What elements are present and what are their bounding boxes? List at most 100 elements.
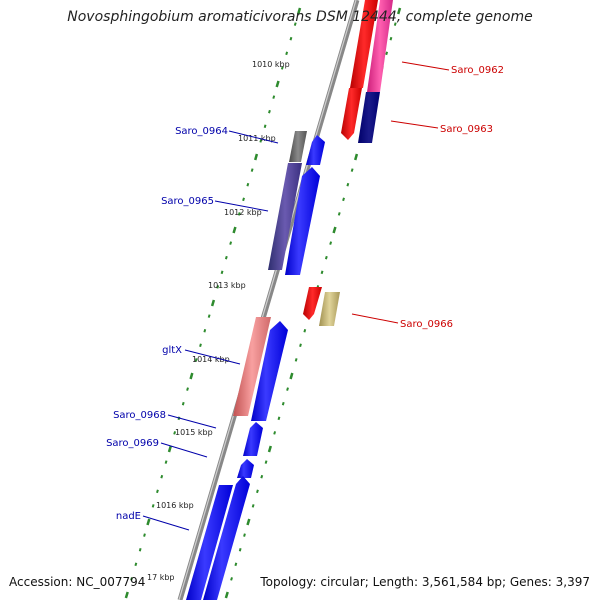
tick-mark <box>297 7 302 15</box>
leader-line <box>390 120 439 129</box>
tick-mark <box>259 139 263 143</box>
tick-mark <box>164 460 168 464</box>
leader-line <box>214 200 269 212</box>
gene-arrow-saro0965[interactable] <box>285 167 320 275</box>
leader-line <box>184 349 241 365</box>
tick-mark <box>294 358 298 362</box>
gene-arrow-saro0966[interactable] <box>303 287 322 320</box>
gene-arrow-saro0968[interactable] <box>243 422 263 456</box>
gene-label-saro0962[interactable]: Saro_0962 <box>451 65 504 76</box>
tick-mark <box>146 518 151 526</box>
tick-mark <box>350 168 354 172</box>
gene-block-salmon[interactable] <box>233 317 271 416</box>
tick-mark <box>264 460 268 464</box>
gene-block-red-top[interactable] <box>350 0 378 88</box>
tick-mark <box>286 387 289 391</box>
tick-mark <box>324 255 328 260</box>
tick-mark <box>275 80 280 88</box>
gene-arrow-nade[interactable] <box>186 485 233 600</box>
gene-arrow-saro0969[interactable] <box>237 459 254 478</box>
tick-mark <box>281 401 285 406</box>
tick-mark <box>130 577 133 581</box>
gene-label-saro0968[interactable]: Saro_0968 <box>113 410 166 421</box>
tick-mark <box>251 504 255 508</box>
tick-mark <box>160 474 164 479</box>
tick-mark <box>320 270 324 275</box>
tick-mark <box>232 226 237 234</box>
tick-mark <box>134 562 138 567</box>
tick-mark <box>253 153 259 161</box>
tick-mark <box>181 401 185 406</box>
leader-line <box>351 313 399 324</box>
accession-text: Accession: NC_007794 <box>9 575 146 589</box>
genome-axis-highlight <box>178 0 357 600</box>
tick-mark <box>210 299 216 307</box>
tick-mark <box>224 591 229 599</box>
tick-mark <box>143 533 146 537</box>
leader-line <box>401 61 450 71</box>
tick-mark <box>207 314 211 318</box>
tick-mark <box>272 95 276 99</box>
tick-mark <box>289 36 293 41</box>
tick-mark <box>285 51 289 56</box>
tick-mark <box>138 547 142 552</box>
tick-mark <box>397 7 402 15</box>
tick-mark <box>124 591 129 599</box>
gene-label-saro0969[interactable]: Saro_0969 <box>106 438 159 449</box>
leader-line <box>228 130 279 144</box>
gene-label-saro0966[interactable]: Saro_0966 <box>400 319 453 330</box>
tick-mark <box>186 387 189 391</box>
forward-strand-genes <box>186 131 325 600</box>
kbp-label: 1015 kbp <box>175 428 213 437</box>
tick-row-forward <box>124 7 302 599</box>
gene-block-saro0963[interactable] <box>358 92 380 143</box>
gene-arrow-saro0962[interactable] <box>341 88 362 140</box>
gene-label-saro0963[interactable]: Saro_0963 <box>440 124 493 135</box>
gene-label-nade[interactable]: nadE <box>116 511 141 522</box>
tick-mark <box>243 533 246 537</box>
tick-mark <box>151 504 155 508</box>
tick-mark <box>238 547 242 552</box>
tick-mark <box>246 518 251 526</box>
gene-block-purple[interactable] <box>268 163 302 270</box>
kbp-label: 1011 kbp <box>238 134 276 143</box>
gene-arrow-saro0964[interactable] <box>306 135 325 165</box>
tick-mark <box>156 489 159 494</box>
kbp-labels: 1010 kbp 1011 kbp 1012 kbp 1013 kbp 1014… <box>147 60 290 582</box>
tick-mark <box>199 343 202 348</box>
tick-mark <box>329 241 333 245</box>
tick-mark <box>299 343 302 348</box>
gene-label-saro0964[interactable]: Saro_0964 <box>175 126 228 137</box>
tick-mark <box>220 270 224 275</box>
genome-axis <box>177 0 360 600</box>
gene-arrow-nade-2[interactable] <box>203 476 250 600</box>
tick-mark <box>250 168 254 172</box>
reverse-strand-genes <box>303 0 393 326</box>
tick-mark <box>353 153 359 161</box>
gene-block-pink[interactable] <box>367 0 393 92</box>
tick-mark <box>293 22 297 26</box>
tick-mark <box>393 22 397 26</box>
tick-mark <box>216 285 220 289</box>
gene-arrow-gltx[interactable] <box>251 321 288 421</box>
leader-line <box>167 414 217 429</box>
reverse-gene-labels: Saro_0962 Saro_0963 Saro_0966 <box>351 61 504 330</box>
kbp-label: 1010 kbp <box>252 60 290 69</box>
tick-mark <box>337 212 341 216</box>
tick-mark <box>173 431 177 435</box>
tick-mark <box>189 372 194 380</box>
tick-mark <box>342 197 345 202</box>
tick-mark <box>237 212 241 216</box>
tick-mark <box>246 182 250 187</box>
tick-mark <box>389 36 393 41</box>
tick-mark <box>385 51 389 56</box>
tick-mark <box>194 358 198 362</box>
leader-line <box>142 515 190 531</box>
gene-block-saro0966[interactable] <box>319 292 340 326</box>
gene-label-saro0965[interactable]: Saro_0965 <box>161 196 214 207</box>
gene-block-grey[interactable] <box>289 131 307 162</box>
kbp-label: 1013 kbp <box>208 281 246 290</box>
gene-label-gltx[interactable]: gltX <box>162 345 182 356</box>
